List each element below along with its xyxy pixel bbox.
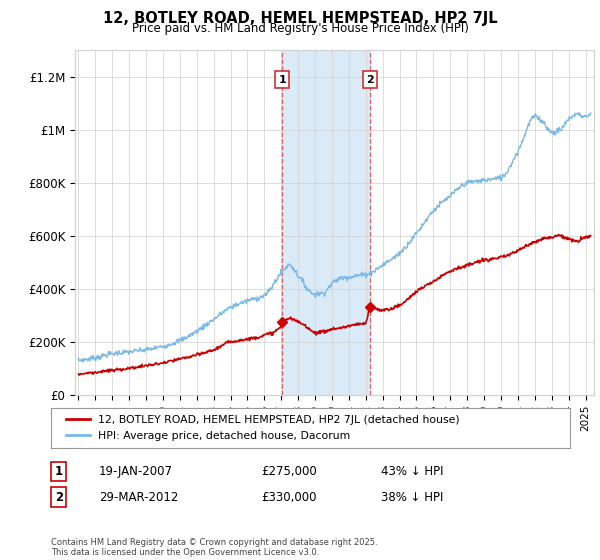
Text: 29-MAR-2012: 29-MAR-2012	[99, 491, 178, 504]
Text: 19-JAN-2007: 19-JAN-2007	[99, 465, 173, 478]
Text: 1: 1	[55, 465, 63, 478]
Text: Price paid vs. HM Land Registry's House Price Index (HPI): Price paid vs. HM Land Registry's House …	[131, 22, 469, 35]
Text: 2: 2	[55, 491, 63, 504]
Text: £275,000: £275,000	[261, 465, 317, 478]
Text: 12, BOTLEY ROAD, HEMEL HEMPSTEAD, HP2 7JL: 12, BOTLEY ROAD, HEMEL HEMPSTEAD, HP2 7J…	[103, 11, 497, 26]
Text: 38% ↓ HPI: 38% ↓ HPI	[381, 491, 443, 504]
Legend: 12, BOTLEY ROAD, HEMEL HEMPSTEAD, HP2 7JL (detached house), HPI: Average price, : 12, BOTLEY ROAD, HEMEL HEMPSTEAD, HP2 7J…	[62, 411, 464, 445]
Text: £330,000: £330,000	[261, 491, 317, 504]
Text: 43% ↓ HPI: 43% ↓ HPI	[381, 465, 443, 478]
Text: Contains HM Land Registry data © Crown copyright and database right 2025.
This d: Contains HM Land Registry data © Crown c…	[51, 538, 377, 557]
Text: 2: 2	[366, 74, 374, 85]
Text: 1: 1	[278, 74, 286, 85]
Bar	[282, 50, 370, 395]
